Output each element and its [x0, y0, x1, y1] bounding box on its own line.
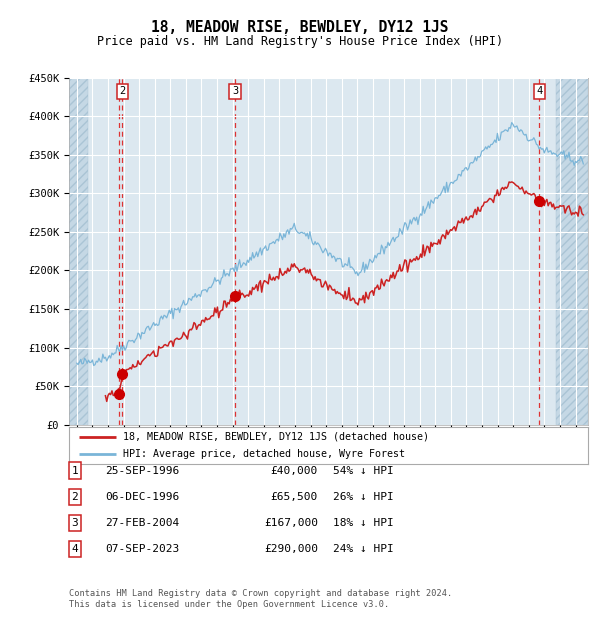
Text: Price paid vs. HM Land Registry's House Price Index (HPI): Price paid vs. HM Land Registry's House … — [97, 35, 503, 48]
Text: 27-FEB-2004: 27-FEB-2004 — [105, 518, 179, 528]
Text: Contains HM Land Registry data © Crown copyright and database right 2024.: Contains HM Land Registry data © Crown c… — [69, 590, 452, 598]
Text: £65,500: £65,500 — [271, 492, 318, 502]
Text: 2: 2 — [119, 86, 125, 96]
Text: 24% ↓ HPI: 24% ↓ HPI — [333, 544, 394, 554]
Text: 3: 3 — [232, 86, 238, 96]
Text: 25-SEP-1996: 25-SEP-1996 — [105, 466, 179, 476]
Text: £167,000: £167,000 — [264, 518, 318, 528]
Text: 18, MEADOW RISE, BEWDLEY, DY12 1JS (detached house): 18, MEADOW RISE, BEWDLEY, DY12 1JS (deta… — [124, 432, 430, 442]
Text: 4: 4 — [536, 86, 542, 96]
Text: 2: 2 — [71, 492, 79, 502]
Text: £290,000: £290,000 — [264, 544, 318, 554]
Text: This data is licensed under the Open Government Licence v3.0.: This data is licensed under the Open Gov… — [69, 600, 389, 609]
Text: 4: 4 — [71, 544, 79, 554]
Text: 54% ↓ HPI: 54% ↓ HPI — [333, 466, 394, 476]
Text: £40,000: £40,000 — [271, 466, 318, 476]
Text: 06-DEC-1996: 06-DEC-1996 — [105, 492, 179, 502]
Text: 26% ↓ HPI: 26% ↓ HPI — [333, 492, 394, 502]
Bar — [556, 78, 588, 425]
Text: 18% ↓ HPI: 18% ↓ HPI — [333, 518, 394, 528]
Text: HPI: Average price, detached house, Wyre Forest: HPI: Average price, detached house, Wyre… — [124, 450, 406, 459]
Bar — [69, 78, 88, 425]
Text: 18, MEADOW RISE, BEWDLEY, DY12 1JS: 18, MEADOW RISE, BEWDLEY, DY12 1JS — [151, 20, 449, 35]
Text: 3: 3 — [71, 518, 79, 528]
Text: 07-SEP-2023: 07-SEP-2023 — [105, 544, 179, 554]
Text: 1: 1 — [71, 466, 79, 476]
